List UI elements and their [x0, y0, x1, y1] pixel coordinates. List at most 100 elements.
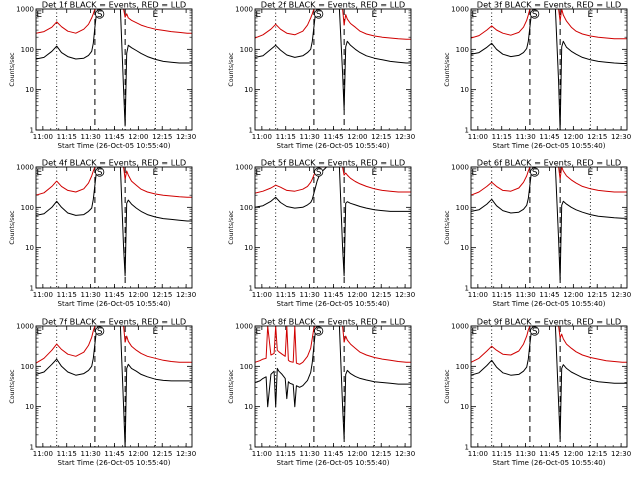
event-marker-label: S [97, 10, 103, 20]
y-tick-label: 10 [460, 244, 469, 252]
y-tick-label: 1000 [451, 6, 469, 14]
start-marker-circle [530, 167, 540, 177]
x-tick-label: 12:15 [152, 133, 172, 141]
series-group [255, 167, 411, 277]
lld-series-line [255, 326, 411, 365]
y-tick-label: 1 [465, 127, 469, 135]
y-tick-label: 1000 [16, 323, 34, 331]
x-axis-label: Start Time (26-Oct-05 10:55:40) [58, 459, 171, 467]
start-marker-circle [95, 9, 105, 19]
x-tick-label: 11:15 [57, 291, 77, 299]
series-group [36, 9, 192, 127]
x-axis-label: Start Time (26-Oct-05 10:55:40) [493, 459, 606, 467]
x-axis-label: Start Time (26-Oct-05 10:55:40) [277, 300, 390, 308]
x-tick-label: 11:45 [104, 450, 124, 458]
event-marker-label: E [471, 168, 477, 178]
x-axis-label: Start Time (26-Oct-05 10:55:40) [277, 142, 390, 150]
events-series-line [471, 167, 627, 281]
x-tick-label: 11:45 [323, 291, 343, 299]
x-tick-label: 11:00 [468, 450, 488, 458]
events-series-line [36, 167, 192, 277]
events-series-line [36, 9, 192, 127]
chart-panel-8: Det 8f BLACK = Events, RED = LLD Counts/s… [228, 317, 415, 468]
event-marker-label: E [471, 327, 477, 337]
x-tick-label: 12:15 [587, 291, 607, 299]
plot-frame [470, 8, 628, 131]
y-tick-label: 100 [240, 46, 253, 54]
chart-title: Det 6f BLACK = Events, RED = LLD [477, 158, 621, 168]
chart-panel-2: Det 2f BLACK = Events, RED = LLD Counts/s… [228, 0, 415, 150]
x-tick-label: 12:00 [347, 291, 367, 299]
event-marker-label: S [532, 327, 538, 337]
y-tick-label: 100 [21, 204, 34, 212]
x-tick-label: 12:00 [347, 450, 367, 458]
chart-panel-6: Det 6f BLACK = Events, RED = LLD Counts/s… [444, 158, 631, 309]
chart-panel-3: Det 3f BLACK = Events, RED = LLD Counts/s… [444, 0, 631, 150]
lld-series-line [36, 167, 192, 198]
x-tick-label: 11:30 [81, 291, 101, 299]
x-tick-label: 11:00 [33, 133, 53, 141]
x-tick-label: 11:30 [81, 133, 101, 141]
event-marker-label: E [372, 327, 378, 337]
lld-series-line [36, 326, 192, 364]
x-tick-label: 12:30 [611, 291, 631, 299]
y-axis-label: Counts/sec [9, 369, 16, 404]
chart-title: Det 3f BLACK = Events, RED = LLD [477, 0, 621, 10]
y-axis-label: Counts/sec [228, 52, 235, 87]
start-marker-circle [95, 167, 105, 177]
x-tick-label: 11:00 [252, 291, 272, 299]
lld-series-line [471, 326, 627, 363]
y-tick-label: 1 [249, 285, 253, 293]
y-tick-label: 1 [249, 444, 253, 452]
lld-series-line [471, 167, 627, 196]
chart-title: Det 2f BLACK = Events, RED = LLD [261, 0, 405, 10]
x-tick-label: 11:45 [539, 133, 559, 141]
y-axis-label: Counts/sec [444, 369, 451, 404]
y-tick-label: 10 [460, 86, 469, 94]
chart-panel-9: Det 9f BLACK = Events, RED = LLD Counts/s… [444, 317, 631, 468]
y-axis-label: Counts/sec [228, 210, 235, 245]
plot-frame [470, 166, 628, 289]
start-marker-circle [314, 167, 324, 177]
series-group [471, 167, 627, 281]
lld-series-line [36, 9, 192, 34]
event-marker-label: E [153, 10, 159, 20]
plot-frame [470, 325, 628, 448]
chart-title: Det 7f BLACK = Events, RED = LLD [42, 317, 186, 327]
x-tick-label: 11:15 [57, 450, 77, 458]
y-tick-label: 100 [456, 204, 469, 212]
event-marker-label: E [36, 10, 42, 20]
chart-title: Det 8f BLACK = Events, RED = LLD [261, 317, 405, 327]
event-marker-label: E [36, 327, 42, 337]
x-tick-label: 11:30 [300, 450, 320, 458]
y-tick-label: 1 [30, 127, 34, 135]
x-tick-label: 12:30 [176, 450, 196, 458]
lld-series-line [255, 9, 411, 40]
event-marker-label: E [153, 327, 159, 337]
y-tick-label: 1000 [235, 164, 253, 172]
event-marker-label: S [316, 327, 322, 337]
x-tick-label: 12:30 [395, 291, 415, 299]
y-tick-label: 10 [244, 86, 253, 94]
x-tick-label: 12:00 [563, 450, 583, 458]
plot-frame [35, 8, 193, 131]
x-tick-label: 11:30 [516, 450, 536, 458]
events-series-line [471, 9, 627, 130]
plot-frame [35, 325, 193, 448]
x-axis-label: Start Time (26-Oct-05 10:55:40) [277, 459, 390, 467]
x-tick-label: 12:15 [371, 291, 391, 299]
event-marker-label: E [372, 10, 378, 20]
y-tick-label: 1000 [16, 6, 34, 14]
chart-title: Det 1f BLACK = Events, RED = LLD [42, 0, 186, 10]
event-marker-label: E [471, 10, 477, 20]
chart-title: Det 5f BLACK = Events, RED = LLD [261, 158, 405, 168]
events-series-line [36, 326, 192, 447]
series-group [471, 326, 627, 440]
y-tick-label: 1 [249, 127, 253, 135]
start-marker-circle [95, 326, 105, 336]
x-tick-label: 11:30 [81, 450, 101, 458]
y-tick-label: 10 [25, 244, 34, 252]
lld-series-line [471, 9, 627, 40]
chart-title: Det 9f BLACK = Events, RED = LLD [477, 317, 621, 327]
x-tick-label: 12:00 [563, 133, 583, 141]
